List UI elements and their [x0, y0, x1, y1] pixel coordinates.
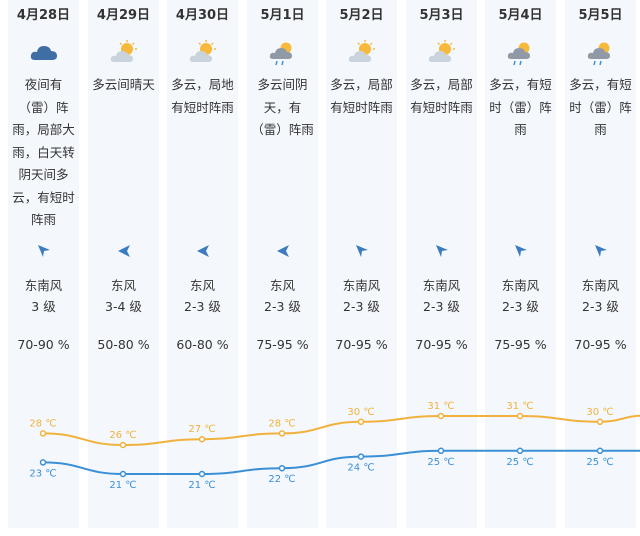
wind-level: 2-3 级: [343, 299, 380, 314]
weather-description: 多云，局部有短时阵雨: [410, 77, 473, 115]
low-temp-label: 21 ℃: [109, 480, 136, 491]
high-temp-point: [278, 430, 286, 437]
day-column: 5月4日 多云，有短时（雷）阵雨 东南风 2-3 级 75-95 %: [485, 0, 556, 528]
low-temp-point: [278, 464, 286, 472]
day-column: 5月1日 多云间阴天，有（雷）阵雨 东风 2-3 级 75-95 %: [247, 0, 318, 528]
partly-cloudy-icon: [109, 40, 139, 66]
wind-direction-icon: [435, 243, 449, 257]
humidity: 70-90 %: [17, 337, 70, 352]
humidity: 70-95 %: [574, 337, 627, 352]
wind-direction: 东风: [110, 278, 136, 293]
high-temp-line: [42, 414, 640, 447]
high-temp-label: 31 ℃: [506, 401, 533, 412]
date-label: 4月28日: [16, 8, 71, 23]
weather-description: 多云，局部有短时阵雨: [330, 77, 393, 115]
high-temp-point: [119, 441, 127, 449]
wind-level: 3 级: [31, 299, 56, 314]
wind-level: 2-3 级: [502, 299, 539, 314]
low-temp-point: [119, 470, 127, 478]
humidity: 75-95 %: [494, 337, 547, 352]
humidity: 70-95 %: [335, 337, 388, 352]
wind-direction-icon: [594, 243, 608, 257]
day-column: 5月2日 多云，局部有短时阵雨 东南风 2-3 级 70-95 %: [326, 0, 397, 528]
wind-direction: 东南风: [342, 278, 381, 293]
weather-description: 多云间阴天，有（雷）阵雨: [251, 77, 314, 137]
temperature-chart: 28 ℃ 26 ℃ 27 ℃ 28 ℃ 30 ℃ 31 ℃ 31 ℃ 30 ℃ 23 ℃ 21 ℃…: [29, 401, 640, 491]
wind-direction-icon: [355, 243, 369, 257]
low-temp-label: 24 ℃: [347, 463, 374, 474]
high-temp-label: 28 ℃: [268, 418, 295, 429]
wind-direction: 东南风: [24, 278, 63, 293]
humidity: 60-80 %: [176, 337, 229, 352]
day-column: 5月3日 多云，局部有短时阵雨 东南风 2-3 级 70-95 %: [406, 0, 477, 528]
low-temp-label: 22 ℃: [268, 474, 295, 485]
wind-direction: 东南风: [501, 278, 540, 293]
thunder-shower-icon: [268, 40, 298, 66]
thunder-cloud-icon: [29, 40, 59, 66]
date-label: 4月29日: [96, 8, 151, 23]
high-temp-point: [198, 435, 206, 443]
wind-direction-icon: [37, 243, 51, 257]
wind-level: 2-3 级: [264, 299, 301, 314]
partly-cloudy-icon: [347, 40, 377, 66]
humidity: 75-95 %: [256, 337, 309, 352]
low-temp-label: 25 ℃: [586, 457, 613, 468]
low-temp-point: [596, 447, 604, 455]
wind-level: 2-3 级: [184, 299, 221, 314]
date-label: 5月5日: [578, 8, 623, 23]
wind-direction-icon: [514, 243, 528, 257]
high-temp-point: [357, 418, 365, 426]
low-temp-point: [39, 459, 47, 466]
low-temp-label: 23 ℃: [29, 468, 56, 479]
weather-description: 多云，有短时（雷）阵雨: [569, 77, 632, 137]
partly-cloudy-icon: [427, 40, 457, 66]
date-label: 5月2日: [339, 8, 384, 23]
wind-direction: 东南风: [422, 278, 461, 293]
high-temp-label: 27 ℃: [188, 424, 215, 435]
day-column: 5月5日 多云，有短时（雷）阵雨 东南风 2-3 级 70-95 %: [565, 0, 636, 528]
partly-cloudy-icon: [188, 40, 218, 66]
date-label: 5月1日: [260, 8, 305, 23]
wind-direction-icon: [276, 243, 290, 257]
humidity: 50-80 %: [97, 337, 150, 352]
low-temp-point: [198, 470, 206, 478]
low-temp-label: 25 ℃: [506, 457, 533, 468]
date-label: 5月4日: [498, 8, 543, 23]
low-temp-label: 21 ℃: [188, 480, 215, 491]
low-temp-line: [42, 449, 640, 475]
wind-direction: 东风: [269, 278, 295, 293]
low-temp-point: [437, 447, 445, 455]
low-temp-point: [516, 447, 524, 455]
weather-description: 多云间晴天: [92, 77, 155, 92]
day-column: 4月28日 夜间有（雷）阵雨，局部大雨，白天转阴天间多云，有短时阵雨 东南风 3…: [8, 0, 79, 528]
thunder-shower-icon: [586, 40, 616, 66]
day-column: 4月29日 多云间晴天 东风 3-4 级 50-80 %: [88, 0, 159, 528]
weather-description: 多云，局地有短时阵雨: [171, 77, 234, 115]
high-temp-point: [596, 418, 604, 426]
low-temp-label: 25 ℃: [427, 457, 454, 468]
date-label: 5月3日: [419, 8, 464, 23]
high-temp-label: 28 ℃: [29, 418, 56, 429]
date-label: 4月30日: [175, 8, 230, 23]
humidity: 70-95 %: [415, 337, 468, 352]
wind-level: 2-3 级: [582, 299, 619, 314]
high-temp-point: [516, 412, 524, 420]
high-temp-point: [437, 412, 445, 420]
high-temp-label: 31 ℃: [427, 401, 454, 412]
high-temp-label: 30 ℃: [586, 407, 613, 418]
low-temp-point: [357, 453, 365, 460]
thunder-shower-icon: [506, 40, 536, 66]
wind-level: 3-4 级: [105, 299, 142, 314]
wind-level: 2-3 级: [423, 299, 460, 314]
wind-direction-icon: [117, 243, 131, 257]
high-temp-label: 26 ℃: [109, 430, 136, 441]
high-temp-point: [39, 430, 47, 437]
wind-direction-icon: [196, 243, 210, 257]
wind-direction: 东南风: [581, 278, 620, 293]
wind-direction: 东风: [189, 278, 215, 293]
weather-description: 夜间有（雷）阵雨，局部大雨，白天转阴天间多云，有短时阵雨: [12, 77, 75, 227]
weather-description: 多云，有短时（雷）阵雨: [489, 77, 552, 137]
high-temp-label: 30 ℃: [347, 407, 374, 418]
